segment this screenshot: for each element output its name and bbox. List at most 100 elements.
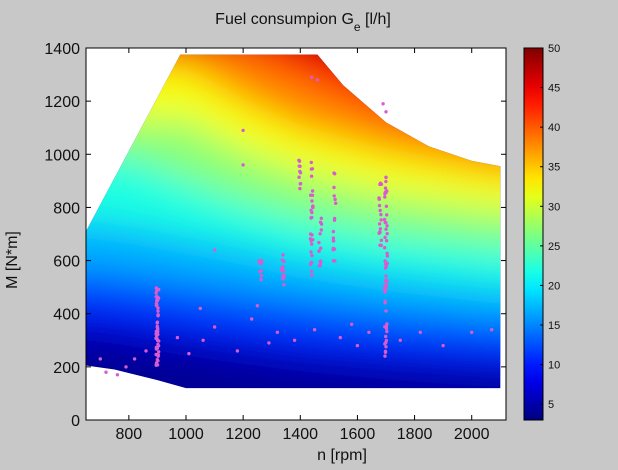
measured-point	[379, 218, 383, 222]
measured-point	[154, 363, 158, 367]
measured-point	[384, 345, 388, 349]
measured-point	[318, 220, 323, 224]
measured-point	[490, 328, 494, 332]
measured-point	[310, 75, 314, 79]
measured-point	[156, 327, 160, 332]
measured-point	[309, 216, 313, 220]
x-tick-label: 1800	[397, 426, 433, 443]
measured-point	[275, 330, 280, 334]
measured-point	[332, 194, 336, 198]
measured-point	[338, 335, 342, 340]
measured-point	[379, 243, 383, 248]
measured-point	[212, 248, 217, 252]
measured-point	[470, 330, 474, 334]
measured-point	[157, 350, 161, 354]
plot-frame	[85, 47, 507, 421]
y-tick-label: 800	[53, 200, 80, 217]
colorbar-tick-label: 30	[548, 201, 560, 213]
colorbar-tick-label: 25	[548, 241, 560, 253]
measured-point	[385, 329, 389, 334]
colorbar-tick-label: 40	[548, 122, 560, 134]
measured-point	[331, 229, 336, 234]
measured-point	[384, 175, 388, 179]
measured-point	[157, 339, 161, 343]
measured-point	[156, 295, 160, 300]
colorbar-tick-label: 50	[548, 43, 560, 55]
measured-point	[377, 203, 382, 208]
measured-point	[333, 197, 337, 202]
measured-point	[281, 265, 285, 269]
measured-point	[187, 351, 191, 356]
measured-point	[298, 186, 302, 191]
measured-point	[201, 338, 205, 342]
measured-point	[385, 232, 389, 236]
measured-point	[334, 201, 338, 205]
measured-point	[310, 273, 314, 278]
measured-point	[317, 264, 321, 268]
measured-point	[384, 262, 388, 266]
measured-point	[255, 304, 260, 308]
y-tick-label: 1200	[44, 94, 80, 111]
measured-point	[384, 227, 388, 231]
measured-point	[104, 370, 108, 374]
measured-point	[310, 210, 314, 215]
measured-point	[282, 273, 286, 277]
measured-point	[383, 349, 388, 353]
measured-point	[155, 298, 160, 303]
measured-point	[144, 349, 148, 353]
measured-point	[309, 193, 313, 197]
measured-point	[259, 269, 263, 273]
measured-point	[156, 353, 161, 357]
measured-point	[155, 321, 159, 325]
measured-point	[384, 309, 388, 313]
measured-point	[377, 197, 381, 201]
measured-points	[98, 75, 494, 377]
measured-point	[385, 213, 389, 217]
measured-point	[384, 204, 389, 208]
measured-point	[384, 179, 388, 184]
measured-point	[350, 322, 354, 326]
measured-point	[154, 336, 158, 340]
measured-point	[267, 341, 271, 345]
measured-point	[297, 175, 301, 179]
measured-point	[383, 287, 387, 292]
measured-point	[355, 343, 360, 348]
measured-point	[379, 238, 384, 242]
y-tick-label: 600	[53, 254, 80, 271]
measured-point	[154, 333, 159, 338]
measured-point	[310, 167, 315, 171]
measured-point	[377, 222, 382, 226]
colorbar-tick-label: 5	[548, 399, 554, 411]
y-tick-label: 1000	[44, 147, 80, 164]
measured-point	[292, 338, 297, 342]
colorbar-ticks: 5 10 15 20 25 30 35 40 45 50	[540, 43, 560, 411]
measured-point	[315, 78, 320, 82]
y-tick-label: 400	[53, 307, 80, 324]
measured-point	[155, 288, 159, 293]
measured-point	[212, 325, 217, 329]
measured-point	[318, 232, 322, 236]
measured-point	[124, 365, 128, 369]
colorbar-tick-label: 35	[548, 162, 560, 174]
measured-point	[317, 240, 321, 245]
x-tick-label: 800	[116, 426, 143, 443]
measured-point	[332, 218, 337, 222]
measured-point	[318, 261, 323, 265]
measured-point	[235, 349, 240, 353]
measured-point	[156, 309, 160, 313]
x-tick-label: 1200	[225, 426, 261, 443]
measured-point	[367, 330, 371, 334]
measured-point	[156, 344, 161, 348]
measured-point	[331, 236, 336, 240]
measured-point	[132, 357, 137, 361]
measured-point	[441, 343, 445, 348]
measured-point	[384, 334, 388, 339]
measured-point	[384, 283, 388, 287]
measured-point	[241, 128, 245, 133]
measured-point	[198, 306, 202, 311]
measured-point	[241, 163, 245, 167]
colorbar-tick-label: 10	[548, 360, 560, 372]
measured-point	[383, 235, 387, 240]
measured-point	[154, 301, 159, 306]
measured-point	[259, 274, 264, 278]
